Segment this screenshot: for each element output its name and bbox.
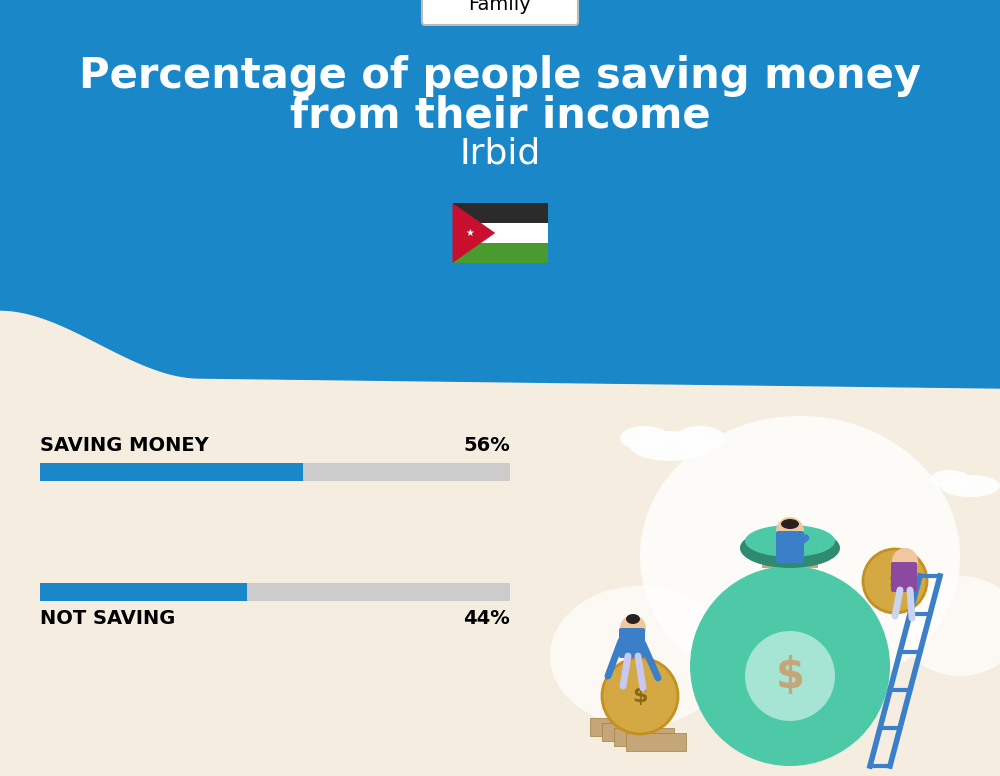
Ellipse shape: [640, 416, 960, 696]
Ellipse shape: [550, 586, 730, 726]
Polygon shape: [452, 203, 495, 263]
Ellipse shape: [675, 426, 725, 450]
Bar: [602, 723, 662, 741]
Text: SAVING MONEY: SAVING MONEY: [40, 436, 209, 455]
Text: ★: ★: [465, 228, 474, 238]
Ellipse shape: [626, 614, 640, 624]
Text: $: $: [632, 686, 648, 706]
Ellipse shape: [745, 525, 835, 557]
Text: $: $: [888, 571, 902, 591]
Text: from their income: from their income: [290, 95, 710, 137]
Bar: [614, 728, 674, 746]
Circle shape: [620, 615, 646, 641]
Bar: [452, 203, 548, 223]
Circle shape: [776, 517, 804, 545]
Bar: [40, 463, 510, 481]
Ellipse shape: [620, 426, 670, 450]
Bar: [40, 583, 247, 601]
Text: NOT SAVING: NOT SAVING: [40, 609, 175, 628]
FancyBboxPatch shape: [776, 531, 804, 563]
Bar: [40, 583, 510, 601]
FancyBboxPatch shape: [422, 0, 578, 25]
Ellipse shape: [781, 519, 799, 529]
Text: Family: Family: [469, 0, 531, 15]
Circle shape: [602, 658, 678, 734]
Ellipse shape: [940, 475, 1000, 497]
Ellipse shape: [930, 470, 970, 488]
Circle shape: [863, 549, 927, 613]
Bar: [626, 733, 686, 751]
Bar: [452, 223, 548, 243]
Text: Irbid: Irbid: [459, 137, 541, 171]
FancyBboxPatch shape: [619, 628, 645, 658]
Text: $: $: [776, 655, 804, 697]
Ellipse shape: [900, 576, 1000, 676]
Bar: [40, 463, 303, 481]
Text: Percentage of people saving money: Percentage of people saving money: [79, 55, 921, 97]
Circle shape: [892, 548, 918, 574]
FancyBboxPatch shape: [891, 562, 917, 592]
Ellipse shape: [740, 528, 840, 568]
Bar: [452, 243, 548, 263]
Polygon shape: [0, 0, 1000, 388]
Ellipse shape: [630, 431, 710, 461]
Ellipse shape: [690, 566, 890, 766]
Text: 44%: 44%: [463, 609, 510, 628]
Bar: [590, 718, 650, 736]
Bar: [762, 543, 818, 568]
Ellipse shape: [745, 631, 835, 721]
Text: 56%: 56%: [463, 436, 510, 455]
